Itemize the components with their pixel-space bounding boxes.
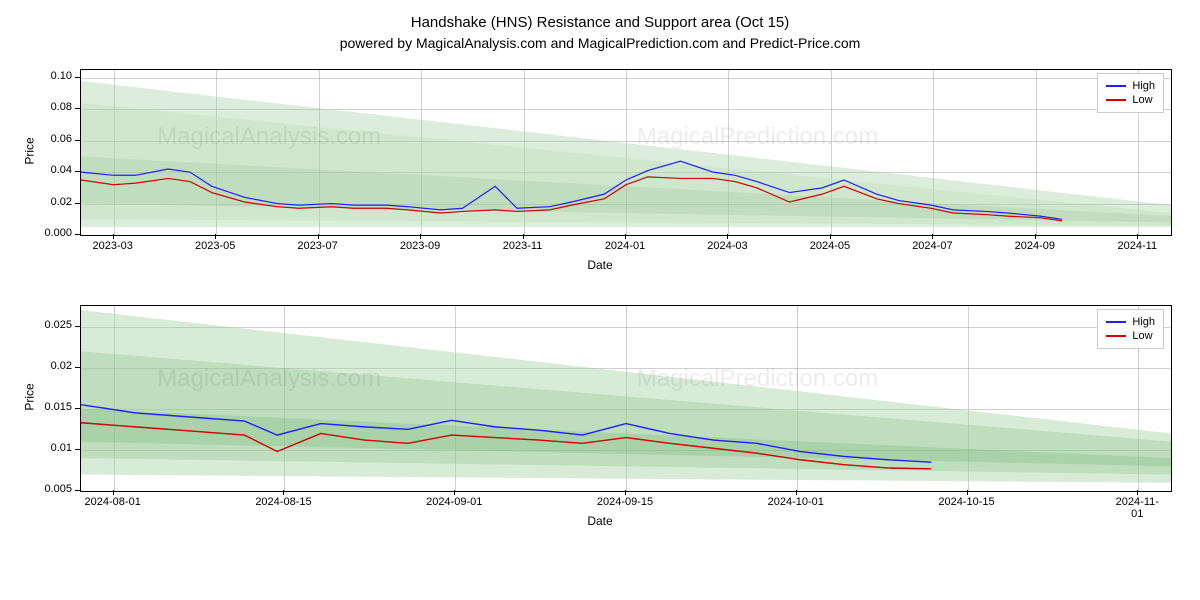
x-tick-label: 2024-08-15 [255, 496, 311, 508]
x-axis-label: Date [10, 514, 1190, 528]
plot-area: MagicalAnalysis.comMagicalPrediction.com [80, 305, 1172, 492]
y-tick-label: 0.02 [22, 360, 72, 372]
legend-swatch [1106, 85, 1126, 87]
legend-item: High [1106, 316, 1155, 328]
x-tick-label: 2023-05 [195, 240, 235, 252]
x-tick-label: 2024-09 [1015, 240, 1055, 252]
x-tick-label: 2024-08-01 [85, 496, 141, 508]
x-tick-label: 2024-11 [1118, 240, 1158, 252]
y-tick-label: 0.01 [22, 442, 72, 454]
legend-label: Low [1132, 94, 1152, 106]
chart-bottom: MagicalAnalysis.comMagicalPrediction.com… [10, 297, 1190, 537]
legend-label: Low [1132, 330, 1152, 342]
y-axis-label: Price [23, 383, 37, 410]
x-tick-label: 2024-05 [810, 240, 850, 252]
x-tick-label: 2024-09-01 [426, 496, 482, 508]
x-tick-label: 2024-10-01 [768, 496, 824, 508]
legend-item: High [1106, 80, 1155, 92]
x-tick-label: 2023-09 [400, 240, 440, 252]
x-tick-label: 2023-03 [93, 240, 133, 252]
y-tick-label: 0.000 [22, 227, 72, 239]
chart-subtitle: powered by MagicalAnalysis.com and Magic… [10, 35, 1190, 51]
chart-title: Handshake (HNS) Resistance and Support a… [10, 14, 1190, 31]
x-tick-label: 2024-10-15 [938, 496, 994, 508]
legend-swatch [1106, 321, 1126, 323]
x-tick-label: 2024-03 [707, 240, 747, 252]
y-tick-label: 0.005 [22, 483, 72, 495]
x-tick-label: 2023-07 [297, 240, 337, 252]
legend-item: Low [1106, 330, 1155, 342]
chart-top: MagicalAnalysis.comMagicalPrediction.com… [10, 61, 1190, 281]
x-tick-label: 2024-01 [605, 240, 645, 252]
x-tick-label: 2024-07 [912, 240, 952, 252]
y-tick-label: 0.025 [22, 319, 72, 331]
legend-swatch [1106, 335, 1126, 337]
x-axis-label: Date [10, 258, 1190, 272]
x-tick-label: 2024-09-15 [597, 496, 653, 508]
legend-label: High [1132, 316, 1155, 328]
plot-area: MagicalAnalysis.comMagicalPrediction.com [80, 69, 1172, 236]
y-tick-label: 0.10 [22, 70, 72, 82]
y-tick-label: 0.04 [22, 164, 72, 176]
legend: High Low [1097, 309, 1164, 349]
legend-item: Low [1106, 94, 1155, 106]
legend-swatch [1106, 99, 1126, 101]
legend-label: High [1132, 80, 1155, 92]
x-tick-label: 2023-11 [503, 240, 543, 252]
y-tick-label: 0.08 [22, 101, 72, 113]
legend: High Low [1097, 73, 1164, 113]
y-axis-label: Price [23, 137, 37, 164]
y-tick-label: 0.02 [22, 196, 72, 208]
